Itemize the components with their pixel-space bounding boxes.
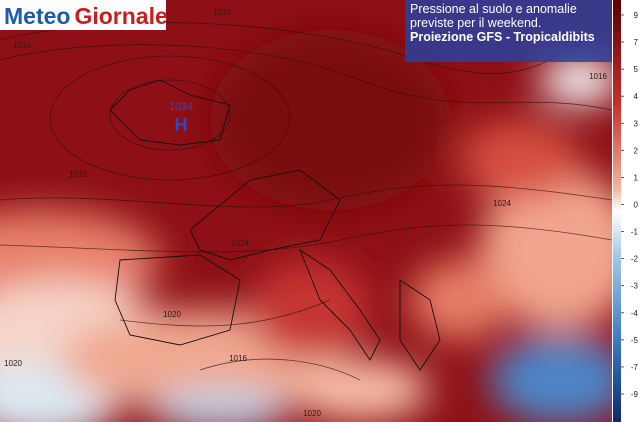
isobar-label: 1016 <box>589 72 607 81</box>
title-line: Pressione al suolo e anomalie <box>410 2 577 16</box>
high-pressure-symbol: H <box>175 115 188 135</box>
isobar-label: 1016 <box>13 41 31 50</box>
colorbar-tick-label: 9 <box>634 11 639 20</box>
colorbar <box>613 0 621 422</box>
isobar-label: 1016 <box>213 8 231 17</box>
isobar-label: 1016 <box>229 354 247 363</box>
title-box <box>405 0 612 62</box>
logo-box <box>0 0 166 30</box>
isobar-label: 1024 <box>231 239 249 248</box>
colorbar-tick-label: 7 <box>634 38 639 47</box>
isobar-label: 1020 <box>303 409 321 418</box>
high-pressure-value: 1034 <box>169 101 193 113</box>
isobar-label: 1032 <box>69 170 87 179</box>
isobar-label: 1020 <box>163 310 181 319</box>
colorbar-tick-label: 2 <box>634 146 639 155</box>
logo-part: Giornale <box>74 3 167 29</box>
colorbar-tick-label: -1 <box>631 228 639 237</box>
colorbar-tick-label: -7 <box>631 363 639 372</box>
colorbar-tick-label: -9 <box>631 390 639 399</box>
colorbar-tick-label: 0 <box>634 201 639 210</box>
title-line: Proiezione GFS - Tropicaldibits <box>410 30 595 44</box>
isobar-label: 1020 <box>4 359 22 368</box>
colorbar-tick-label: -4 <box>631 309 639 318</box>
colorbar-tick-label: 1 <box>634 173 639 182</box>
colorbar-tick-label: -2 <box>631 255 639 264</box>
colorbar-tick-label: -5 <box>631 336 639 345</box>
colorbar-tick-label: -3 <box>631 282 639 291</box>
coastlines <box>109 79 441 371</box>
colorbar-tick-label: 4 <box>634 92 639 101</box>
title-line: previste per il weekend. <box>410 16 541 30</box>
colorbar-tick-label: 3 <box>634 119 639 128</box>
logo: Meteo Giornale <box>4 3 168 29</box>
colorbar-tick-label: 5 <box>634 65 639 74</box>
isobar-label: 1024 <box>493 199 511 208</box>
logo-part: Meteo <box>4 3 70 29</box>
anomaly-field <box>0 30 640 422</box>
